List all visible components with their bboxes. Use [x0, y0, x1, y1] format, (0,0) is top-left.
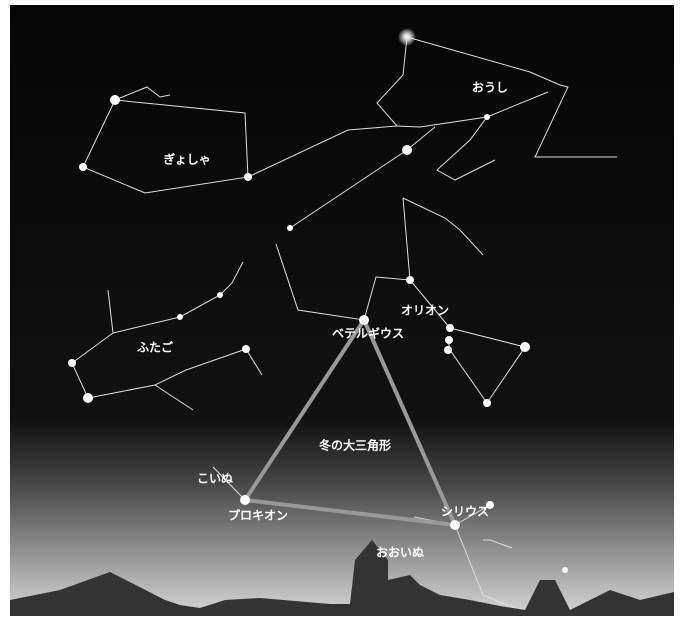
label: オリオン	[401, 304, 449, 318]
label: ぎょしゃ	[163, 152, 210, 167]
label: ふたご	[137, 340, 174, 355]
label: 冬の大三角形	[319, 438, 391, 453]
label: ベテルギウス	[332, 326, 404, 341]
label: おうし	[472, 81, 508, 95]
town-silhouette	[10, 540, 674, 616]
label: プロキオン	[228, 508, 288, 523]
winter-triangle	[241, 315, 459, 528]
sky	[10, 5, 674, 616]
label: シリウス	[441, 505, 489, 519]
stars	[68, 28, 568, 573]
label: こいぬ	[197, 472, 233, 486]
label: おおいぬ	[376, 546, 424, 560]
